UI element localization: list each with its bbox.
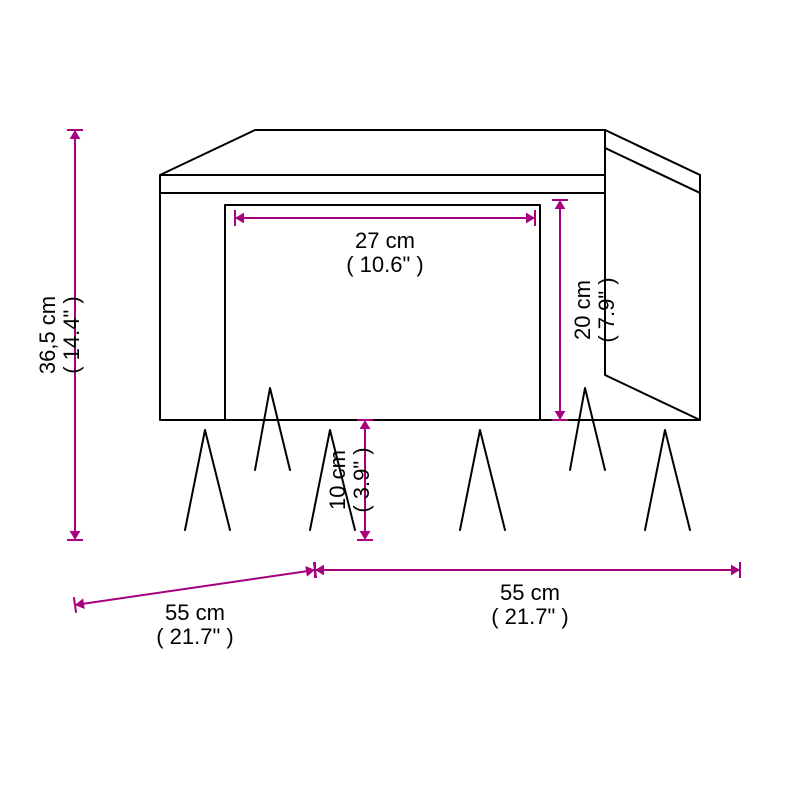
dimension-label: ( 14.4" )	[59, 296, 84, 374]
dimension-label: ( 7.9" )	[594, 277, 619, 342]
dimension-diagram: 36,5 cm( 14.4" ) 27 cm( 10.6" ) 20 cm( 7.9…	[0, 0, 800, 800]
dimension-label: 27 cm	[355, 228, 415, 253]
dimension-label: ( 21.7" )	[156, 624, 234, 649]
furniture-drawing	[160, 130, 700, 530]
dimension-label: 36,5 cm	[35, 296, 60, 374]
dimension-label: 55 cm	[165, 600, 225, 625]
dimension-label: ( 10.6" )	[346, 252, 424, 277]
dimension-label: ( 3.9" )	[349, 447, 374, 512]
dimension-label: 10 cm	[325, 450, 350, 510]
dimension-label: 20 cm	[570, 280, 595, 340]
dimension-label: ( 21.7" )	[491, 604, 569, 629]
dimension-label: 55 cm	[500, 580, 560, 605]
